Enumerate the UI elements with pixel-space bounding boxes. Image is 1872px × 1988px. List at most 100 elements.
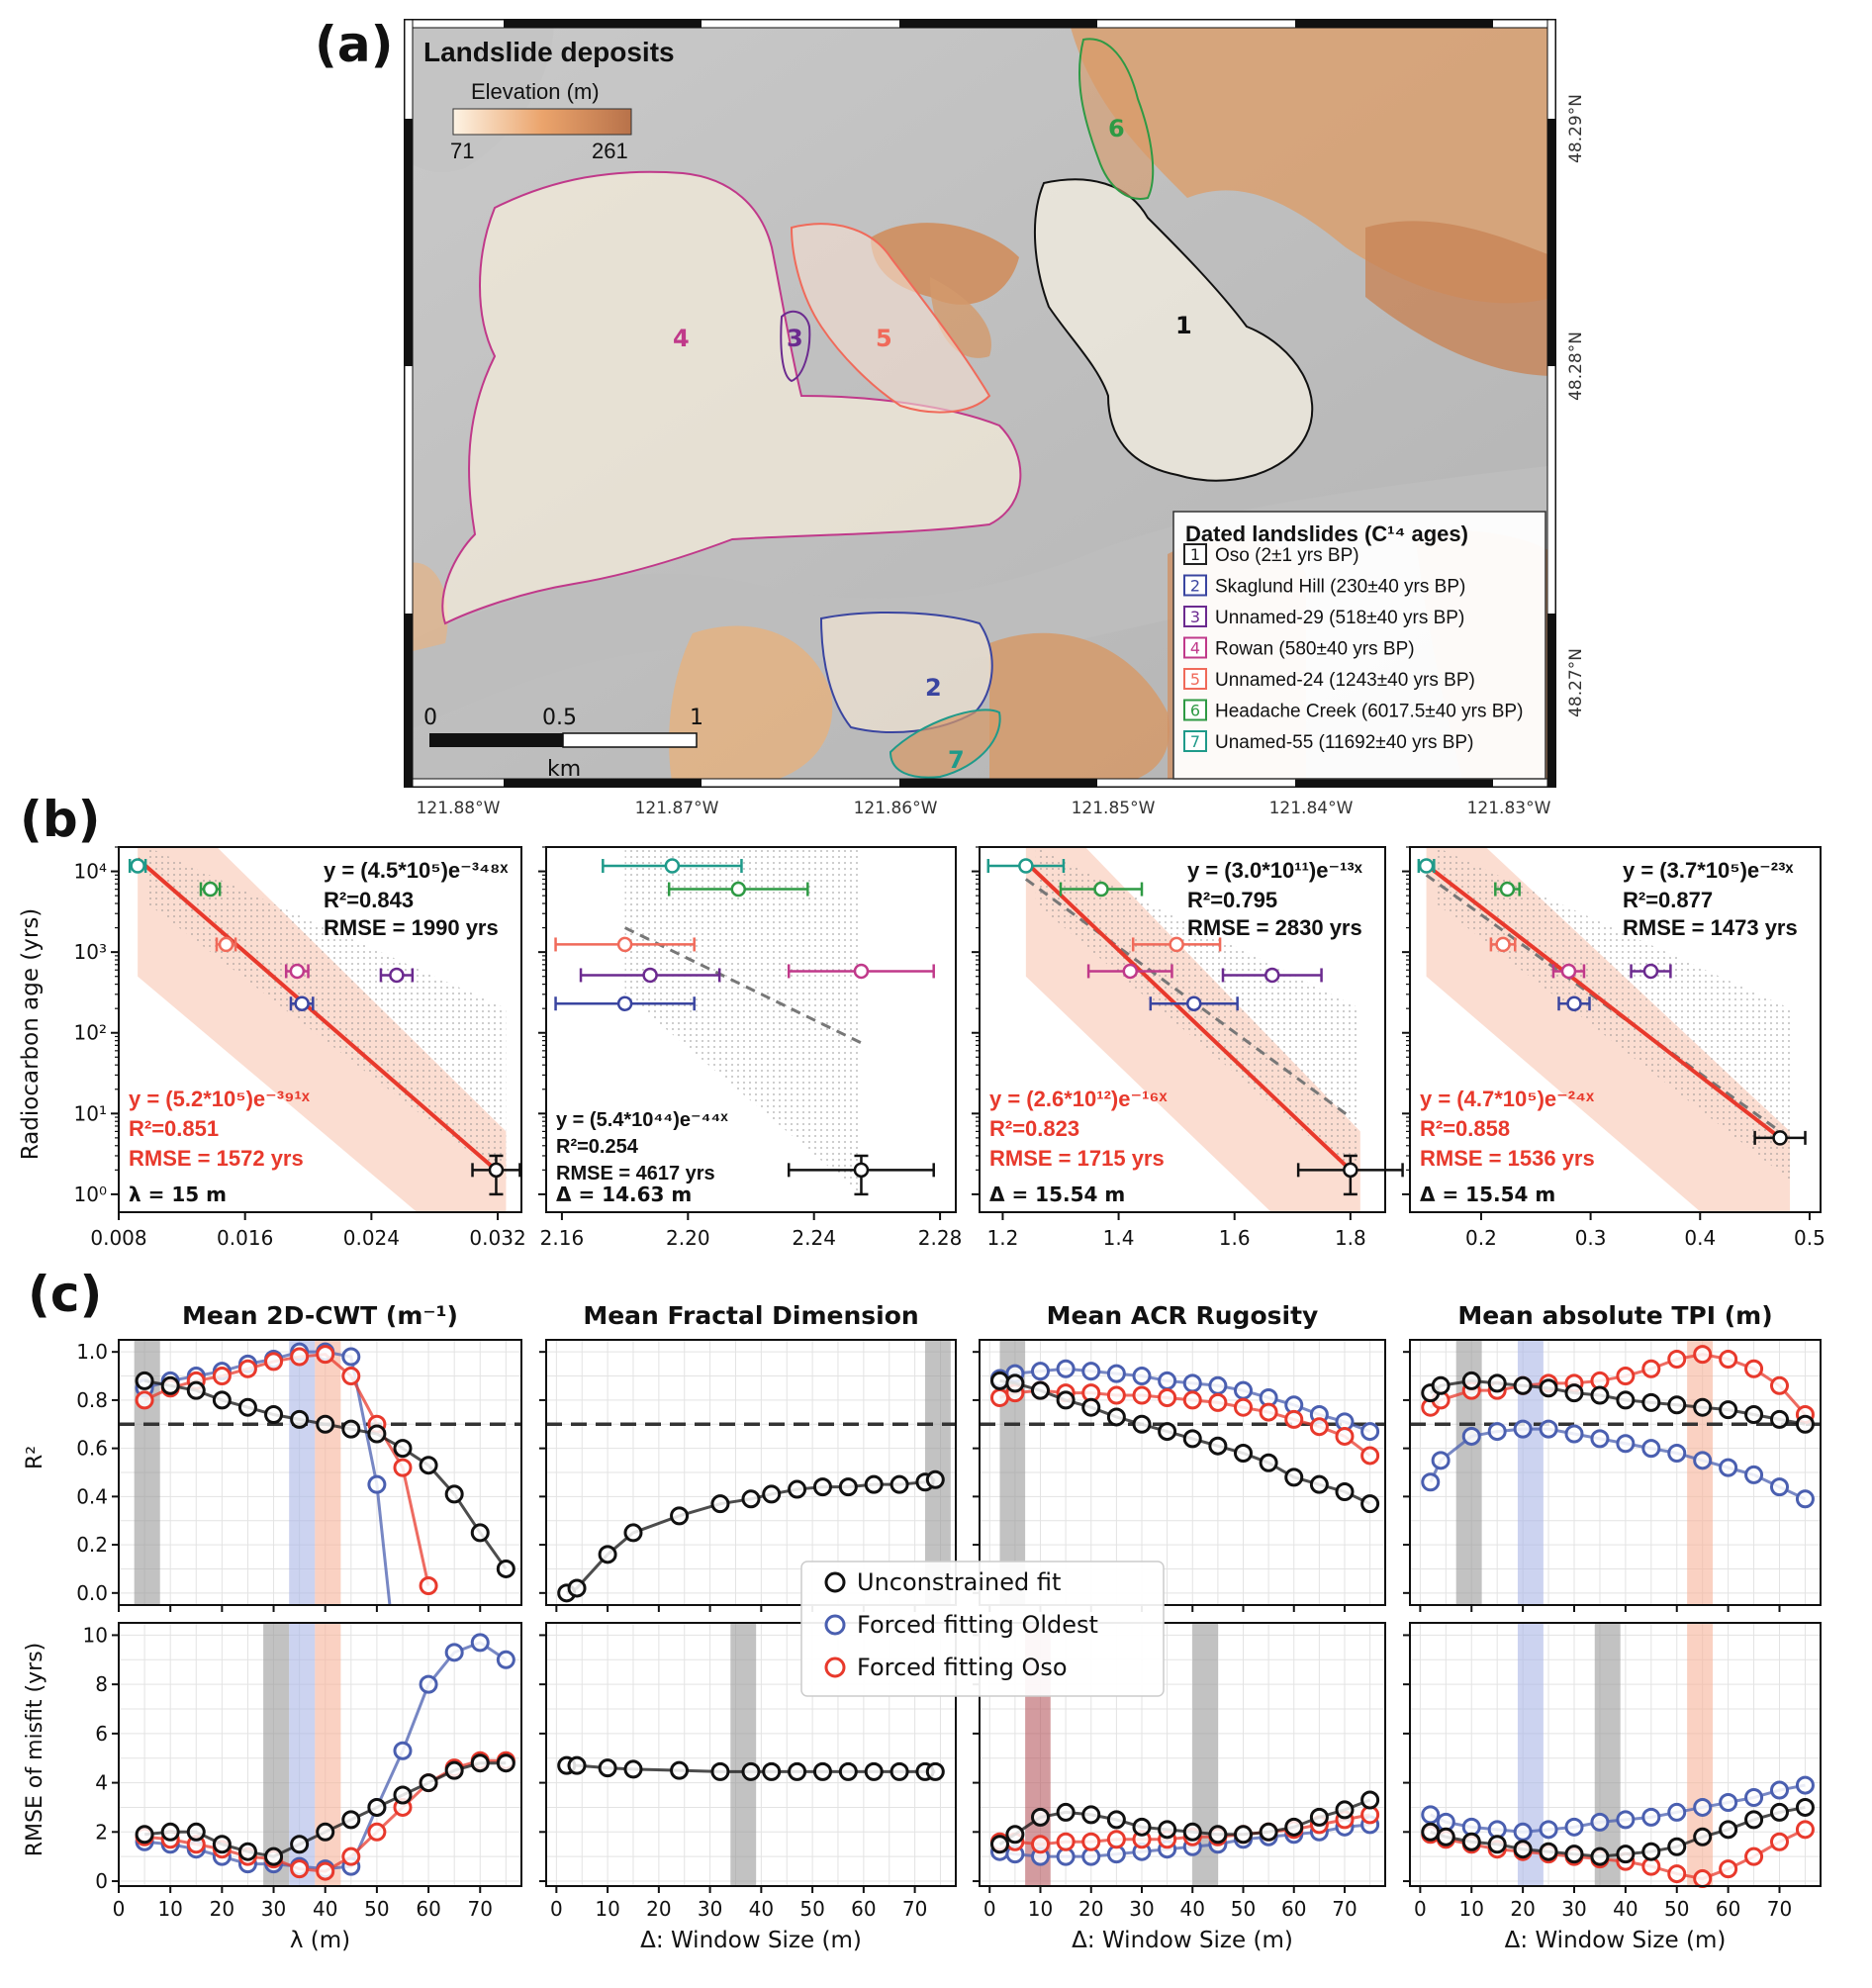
x-tick-label: 30 [698,1897,722,1921]
oso-point [341,1846,361,1866]
unconstrained-point [1005,1825,1025,1845]
red-fit-equation: y = (5.2*10⁵)e⁻³⁹¹ˣ [129,1087,311,1111]
data-point-unamed-55 [1418,858,1435,874]
unconstrained-point [1081,1805,1101,1825]
red-fit-equation: y = (2.6*10¹²)e⁻¹⁶ˣ [989,1087,1169,1111]
svg-text:2: 2 [925,674,942,702]
legend-number-1: 1 [1190,545,1200,564]
oldest-point [1081,1362,1101,1381]
black-fit-r2: R²=0.843 [324,888,414,912]
oldest-point [1641,1439,1661,1459]
panel-c-rmse-2: 0 10 20 30 40 50 60 70 Δ: Window Size (m) [539,1622,957,1953]
x-tick-label: 10 [595,1897,619,1921]
svg-text:3: 3 [787,325,803,352]
legend-label-2: Skaglund Hill (230±40 yrs BP) [1215,577,1465,598]
oso-point [367,1822,387,1842]
panel-b2: 2.16 2.20 2.24 2.28 y = (5.4*10⁴⁴)e⁻⁴⁴ˣ R²=0.… [538,846,962,1250]
data-point-unnamed-29 [1642,963,1659,980]
oso-point [1667,1864,1687,1884]
y-tick-label: 0 [95,1869,108,1893]
unconstrained-point [496,1753,515,1773]
unconstrained-point [1667,1837,1687,1856]
oldest-point [444,1643,464,1662]
legend-swatch-4 [1183,636,1207,659]
x-tick-label: 30 [1561,1897,1586,1921]
unconstrained-point [1719,1820,1738,1840]
legend-number-7: 7 [1190,732,1200,751]
unconstrained-point [186,1380,206,1400]
unconstrained-point [1056,1802,1076,1822]
unconstrained-point [1106,1810,1126,1830]
x-tick-label: 40 [749,1897,774,1921]
x-tick-label: 20 [646,1897,671,1921]
panel-b3: 1.2 1.4 1.6 1.8 y = (3.0*10¹¹)e⁻¹³ˣ R²=0.795 R… [972,846,1404,1250]
x-tick-label: 0 [550,1897,563,1921]
gray-confidence-band [1035,847,1360,1181]
oso-point [393,1458,413,1477]
map-legend-box [1172,511,1546,780]
unconstrained-point [1132,1817,1152,1837]
unconstrained-point [710,1494,730,1514]
oso-line [999,1813,1370,1846]
oldest-point [1564,1817,1584,1837]
highlight-band [315,1340,341,1605]
legend-oso-label: Forced fitting Oso [857,1654,1068,1681]
x-axis-label: Δ: Window Size (m) [1072,1928,1293,1953]
y-tick-label: 10 [83,1623,108,1647]
scale-label: Δ = 14.63 m [556,1183,692,1206]
panel-label-a: (a) [315,16,393,73]
oldest-point [1158,1371,1177,1390]
oso-point [1719,1349,1738,1369]
oldest-point [1106,1364,1126,1383]
x-tick-label: 2.16 [540,1226,585,1250]
oso-point [290,1347,310,1367]
oldest-line [1429,1427,1807,1501]
unconstrained-point [598,1545,617,1564]
oso-point [1770,1375,1789,1395]
data-point-headache-creek [730,881,747,898]
unconstrained-point [444,1484,464,1504]
unconstrained-point [1770,1409,1789,1429]
c-r2-ylabel: R² [23,1446,47,1469]
oldest-point [1182,1373,1202,1393]
oldest-point [393,1741,413,1760]
unconstrained-point [838,1477,858,1497]
y-tick-label: 10⁴ [74,860,107,884]
unconstrained-point [1693,1827,1713,1846]
legend-label-6: Headache Creek (6017.5±40 yrs BP) [1215,702,1523,722]
oldest-point [1513,1822,1533,1842]
oso-line [999,1388,1371,1458]
oso-point [1106,1830,1126,1849]
x-tick-label: 2.24 [792,1226,836,1250]
unconstrained-point [1259,1453,1278,1472]
plot-frame [979,1339,1386,1606]
unconstrained-point [864,1761,884,1781]
unconstrained-point [419,1456,438,1475]
unconstrained-line [1430,1805,1806,1858]
unconstrained-point [990,1371,1009,1390]
unconstrained-point [788,1761,807,1781]
unconstrained-point [710,1761,730,1781]
y-tick-label: 0.0 [76,1581,108,1605]
plot-frame [979,846,1386,1213]
data-point-oso [488,1162,505,1179]
x-tick-label: 0.5 [1794,1226,1825,1250]
x-tick-label: 40 [1180,1897,1205,1921]
oso-point [1056,1832,1076,1851]
legend-label-7: Unamed-55 (11692±40 yrs BP) [1215,732,1473,753]
oldest-point [1641,1807,1661,1827]
map-panel: 4 5 3 1 6 2 7 Landslide deposits Elevati… [404,19,1586,818]
unconstrained-point [812,1477,832,1497]
oldest-point [1719,1792,1738,1812]
unconstrained-point [1693,1397,1713,1417]
unconstrained-point [1431,1375,1451,1395]
oldest-point [1719,1458,1738,1477]
oso-point [1132,1385,1152,1405]
legend-unconstrained-marker [824,1571,846,1593]
oldest-point [1744,1465,1764,1484]
oso-point [341,1367,361,1386]
legend-label-4: Rowan (580±40 yrs BP) [1215,639,1415,660]
unconstrained-point [1234,1444,1253,1464]
oldest-point [1431,1451,1451,1470]
unconstrained-point [762,1484,782,1504]
